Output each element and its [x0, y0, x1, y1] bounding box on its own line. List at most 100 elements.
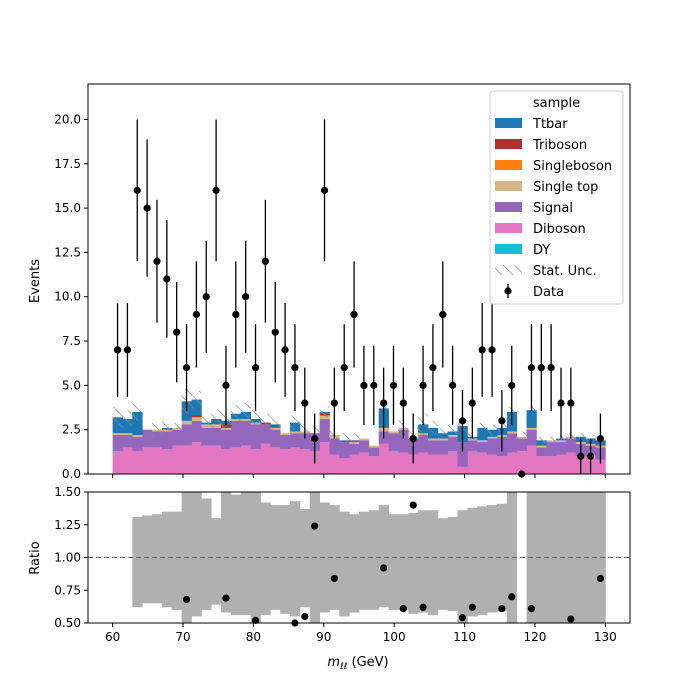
legend-title: sample — [533, 96, 580, 111]
bar-signal — [447, 436, 458, 451]
data-point — [261, 257, 269, 265]
data-point — [271, 328, 279, 336]
ratio-unc-band — [506, 492, 518, 623]
ratio-point — [498, 604, 506, 613]
stat-unc-band — [536, 436, 547, 444]
data-point — [468, 399, 476, 407]
data-point — [567, 399, 575, 407]
bar-signal — [230, 420, 242, 448]
ratio-y-tick-label: 0.75 — [54, 583, 81, 597]
bar-signal — [319, 419, 330, 443]
x-tick-label: 110 — [453, 630, 476, 644]
stat-unc-band — [152, 422, 162, 437]
bar-triboson — [191, 415, 202, 418]
stat-unc-band — [270, 417, 281, 432]
bar-signal — [388, 433, 399, 451]
bar-signal — [221, 429, 232, 450]
data-point — [478, 346, 486, 354]
ratio-unc-band — [290, 501, 301, 617]
bar-signal — [526, 429, 537, 446]
bar-signal — [398, 429, 409, 453]
bar-signal — [211, 427, 222, 446]
ratio-point — [508, 593, 516, 601]
ratio-y-tick-label: 1.25 — [54, 518, 81, 532]
x-tick-label: 80 — [246, 630, 261, 644]
ratio-unc-band — [457, 510, 468, 623]
legend-label-data: Data — [533, 285, 564, 300]
ratio-y-tick-label: 0.50 — [54, 616, 81, 630]
legend-swatch-diboson — [495, 223, 522, 233]
legend: sample Ttbar Triboson Singleboson Single top… — [489, 90, 624, 305]
data-point — [350, 310, 358, 319]
bar-signal — [546, 442, 557, 457]
stat-unc-band — [230, 404, 241, 423]
bar-signal — [290, 433, 301, 448]
ratio-unc-band — [201, 498, 212, 610]
bar-diboson — [329, 454, 340, 474]
ratio-unc-band — [230, 494, 242, 616]
bar-diboson — [516, 450, 527, 474]
y-tick-label: 0.0 — [62, 467, 81, 481]
bar-diboson — [595, 459, 606, 474]
ratio-point — [222, 594, 230, 602]
ratio-unc-band — [280, 505, 291, 614]
data-point — [586, 452, 595, 460]
ratio-unc-band — [152, 514, 163, 604]
bar-single-top — [437, 438, 449, 441]
stat-unc-band — [132, 403, 143, 421]
bar-diboson — [171, 445, 183, 474]
ratio-y-axis-label: Ratio — [28, 541, 43, 574]
legend-label-diboson: Diboson — [533, 222, 586, 237]
ratio-point — [596, 574, 605, 583]
bar-single-top — [122, 433, 133, 435]
bar-diboson — [260, 443, 271, 474]
x-tick-label: 60 — [105, 630, 120, 644]
stat-unc-band — [427, 420, 438, 435]
stat-unc-band — [477, 422, 488, 434]
ratio-unc-band — [437, 518, 449, 610]
bar-single-top — [526, 427, 537, 430]
data-point — [281, 346, 289, 354]
x-axis-label: mℓℓ (GeV) — [327, 655, 388, 672]
data-point — [212, 186, 220, 194]
x-tick-label: 120 — [524, 630, 547, 644]
legend-swatch-single-top — [495, 181, 522, 191]
bar-diboson — [359, 452, 370, 474]
data-point — [133, 186, 141, 194]
bar-diboson — [388, 450, 399, 474]
stat-unc-band — [191, 390, 202, 409]
bar-signal — [359, 440, 370, 453]
data-point — [389, 381, 398, 389]
stat-unc-band — [171, 422, 182, 434]
legend-swatch-signal — [495, 202, 522, 212]
ratio-unc-band — [585, 492, 596, 623]
stat-unc-band — [437, 427, 448, 439]
bar-signal — [112, 435, 123, 451]
ratio-unc-band — [339, 511, 350, 617]
data-point — [222, 381, 230, 389]
stat-unc-band — [487, 424, 497, 435]
y-tick-label: 12.5 — [54, 245, 81, 259]
data-point — [419, 381, 427, 389]
bar-signal — [477, 442, 488, 453]
stat-unc-band — [290, 415, 300, 430]
bar-signal — [280, 435, 291, 450]
bar-diboson — [349, 454, 360, 474]
bar-diboson — [201, 445, 212, 474]
bar-signal — [516, 438, 527, 451]
ratio-y-tick-label: 1.50 — [54, 485, 81, 499]
stat-unc-band — [516, 431, 527, 443]
bar-single-top — [132, 435, 143, 437]
bar-diboson — [437, 454, 449, 474]
bar-diboson — [496, 456, 508, 474]
ratio-unc-band — [467, 507, 478, 617]
bar-diboson — [270, 447, 281, 474]
bar-diboson — [191, 442, 202, 474]
bar-single-top — [477, 440, 488, 443]
y-tick-label: 17.5 — [54, 157, 81, 171]
x-tick-label: 90 — [316, 630, 331, 644]
bar-diboson — [280, 449, 291, 474]
ratio-point — [311, 522, 319, 530]
bar-signal — [270, 429, 281, 448]
